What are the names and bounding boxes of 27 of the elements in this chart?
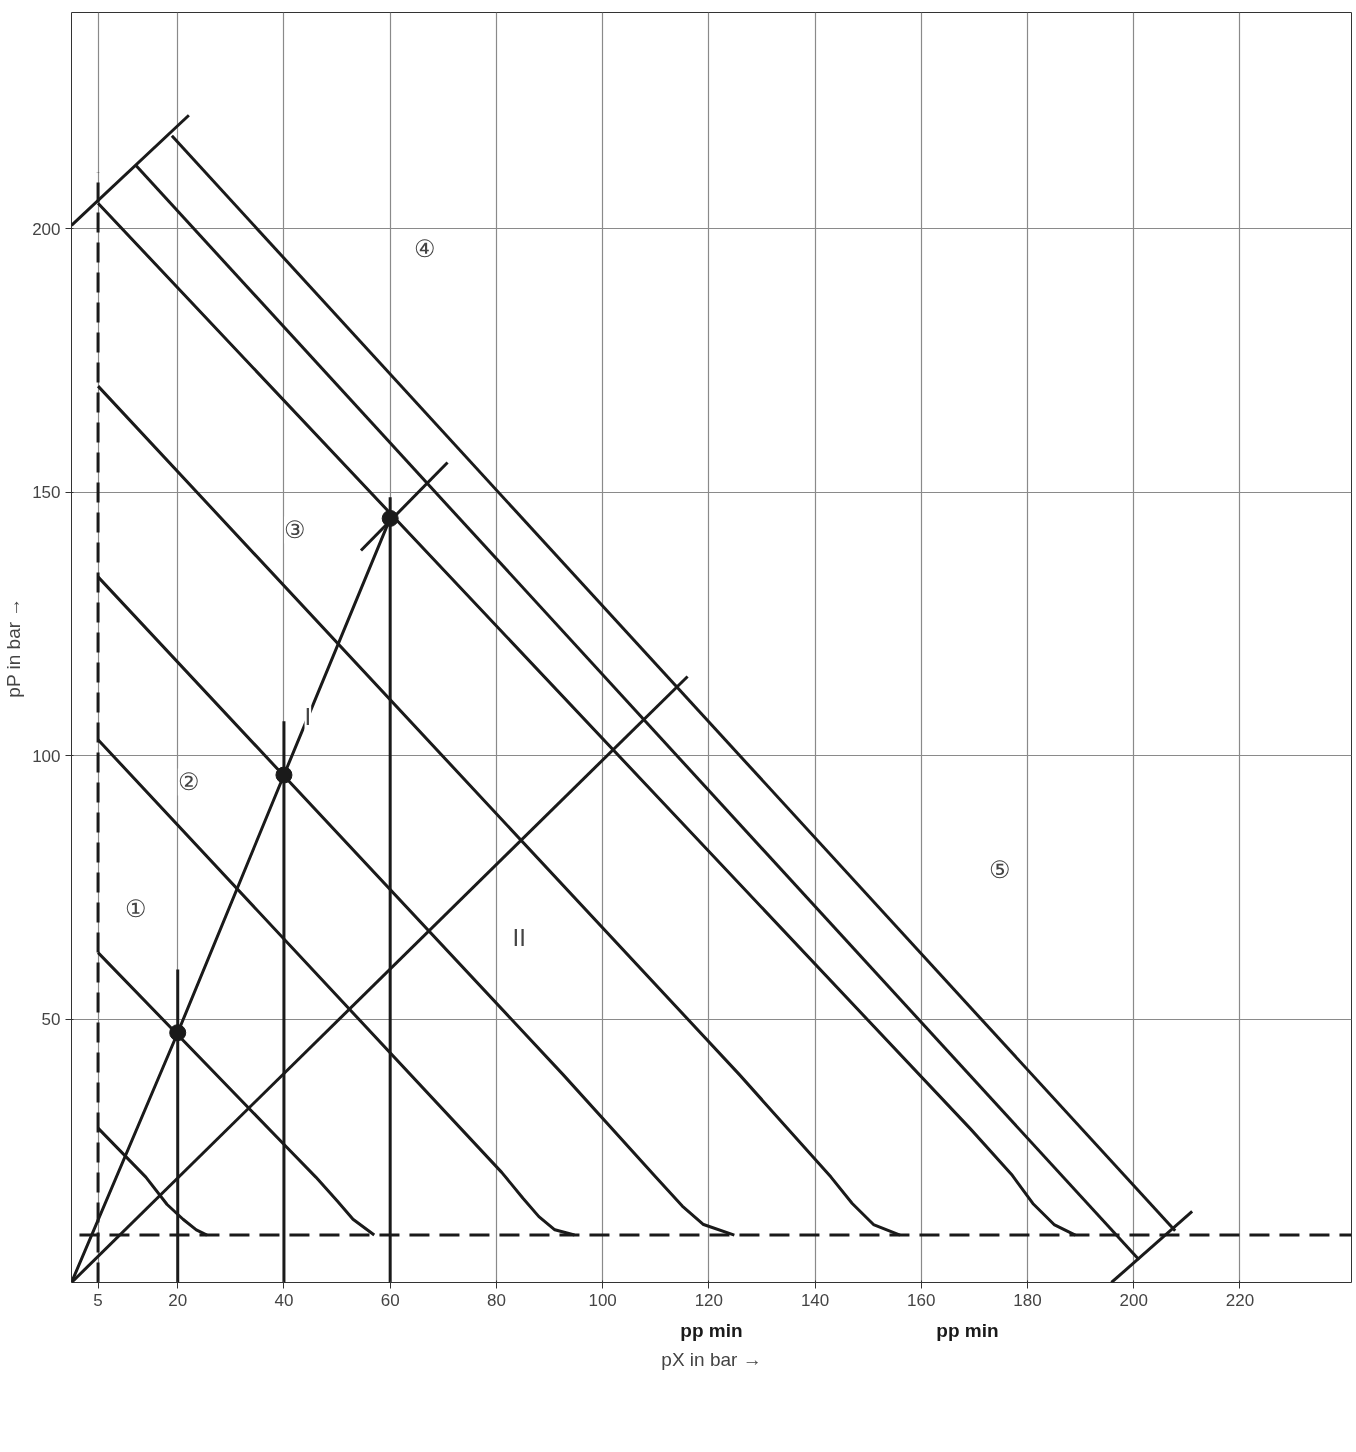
y-tick-label: 150 [32, 483, 61, 503]
x-tick-label: 200 [1119, 1290, 1148, 1310]
x-tick-label: 100 [588, 1290, 617, 1310]
x-tick-label: 160 [907, 1290, 936, 1310]
x-tick-label: 140 [800, 1290, 830, 1310]
x-tick-label: 120 [694, 1290, 724, 1310]
annotation: ④ [413, 234, 436, 262]
y-axis-title: pP in bar → [3, 597, 25, 698]
y-tick-label: 200 [32, 219, 61, 239]
x-tick-label: 40 [274, 1290, 294, 1310]
annotation: ① [124, 895, 147, 923]
annotation: II [512, 924, 526, 952]
y-tick-label: 100 [32, 746, 61, 766]
text: pp min [680, 1319, 743, 1341]
x-tick-label: 220 [1225, 1290, 1255, 1310]
annotation: ③ [284, 516, 307, 544]
annotation: ② [177, 768, 200, 796]
annotation: ⑤ [989, 856, 1012, 884]
annotation: I [304, 703, 312, 731]
x-axis-title: pX in bar → [661, 1348, 762, 1370]
x-tick-label: 80 [486, 1290, 506, 1310]
x-tick-label: 60 [380, 1290, 400, 1310]
y-tick-label: 50 [41, 1010, 61, 1030]
text: pp min [936, 1319, 999, 1341]
x-tick-label: 180 [1013, 1290, 1042, 1310]
x-tick-label: 20 [168, 1290, 188, 1310]
x-tick-label: 5 [93, 1290, 103, 1310]
